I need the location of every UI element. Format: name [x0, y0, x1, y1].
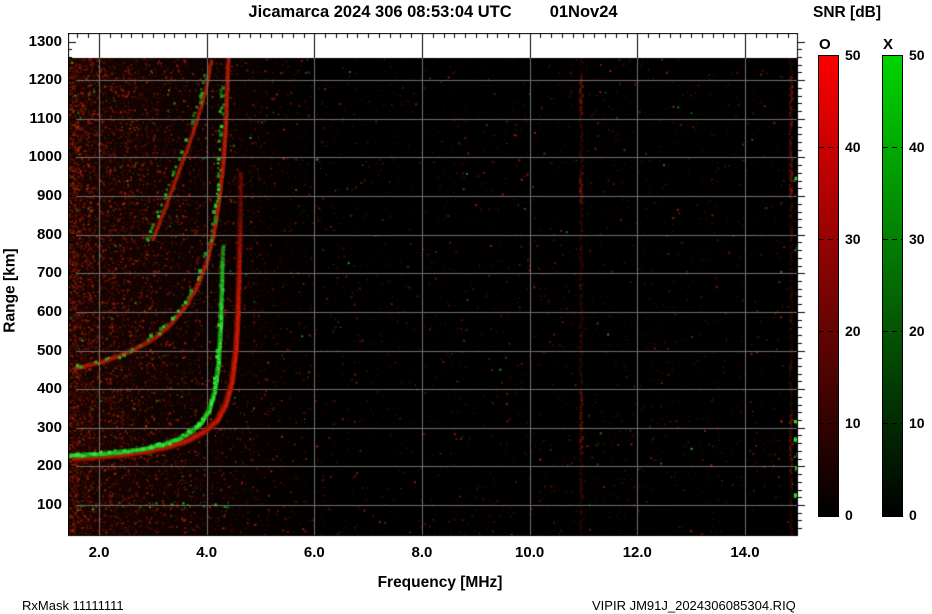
y-tick-label: 1300	[28, 32, 62, 50]
colorbar-mode-label: O	[819, 36, 831, 53]
y-tick-label: 1100	[29, 109, 62, 127]
colorbar-tick-mark	[819, 423, 838, 424]
colorbar-tick-mark	[883, 147, 902, 148]
y-tick-label: 200	[36, 457, 62, 475]
y-tick-label: 1000	[28, 148, 62, 166]
date-label: 01Nov24	[549, 3, 618, 21]
plot-header: Jicamarca 2024 306 08:53:04 UTC 01Nov24	[68, 3, 798, 22]
colorbar-gradient-bar	[818, 55, 839, 517]
colorbar-tick-label: 20	[909, 323, 925, 339]
colorbar-mode-label: X	[883, 36, 894, 53]
y-tick-label: 900	[36, 187, 62, 205]
x-tick-label: 8.0	[411, 544, 433, 561]
colorbar-tick-label: 40	[845, 139, 861, 155]
x-axis-title: Frequency [MHz]	[377, 574, 503, 591]
y-tick-label: 700	[36, 264, 62, 282]
y-tick-label: 1200	[28, 71, 62, 89]
x-tick-label: 14.0	[730, 544, 760, 561]
colorbar-tick-mark	[883, 239, 902, 240]
colorbar-tick-label: 30	[845, 231, 861, 247]
rx-mask-label: RxMask 11111111	[22, 598, 124, 613]
page-title: Jicamarca 2024 306 08:53:04 UTC	[248, 3, 512, 21]
colorbar-tick-mark	[819, 239, 838, 240]
x-tick-label: 12.0	[622, 544, 652, 561]
ionogram-plot-canvas	[68, 33, 808, 539]
colorbar-tick-label: 10	[845, 415, 861, 431]
colorbar-title: SNR [dB]	[813, 4, 882, 21]
colorbar-tick-label: 50	[909, 47, 925, 63]
colorbar-tick-label: 20	[845, 323, 861, 339]
y-tick-label: 500	[36, 341, 62, 359]
y-tick-label: 400	[36, 380, 62, 398]
colorbar-gradient-bar	[882, 55, 903, 517]
y-tick-label: 100	[36, 496, 62, 513]
colorbar-tick-label: 0	[909, 507, 917, 523]
file-id-label: VIPIR JM91J_2024306085304.RIQ	[592, 598, 796, 613]
colorbar-tick-label: 30	[909, 231, 925, 247]
colorbar-tick-mark	[883, 331, 902, 332]
x-tick-label: 10.0	[515, 544, 545, 561]
x-tick-label: 4.0	[196, 544, 218, 561]
colorbar-tick-label: 50	[845, 47, 861, 63]
colorbar-tick-label: 0	[845, 507, 853, 523]
x-tick-label: 6.0	[303, 544, 325, 561]
colorbar-tick-label: 40	[909, 139, 925, 155]
y-tick-label: 300	[36, 418, 62, 436]
colorbar-tick-label: 10	[909, 415, 925, 431]
colorbar-tick-mark	[883, 423, 902, 424]
y-tick-label: 800	[36, 225, 62, 243]
y-axis-title: Range [km]	[1, 248, 19, 333]
colorbar-tick-mark	[819, 147, 838, 148]
x-tick-label: 2.0	[88, 544, 110, 561]
y-tick-label: 600	[36, 302, 62, 320]
colorbar-tick-mark	[819, 331, 838, 332]
